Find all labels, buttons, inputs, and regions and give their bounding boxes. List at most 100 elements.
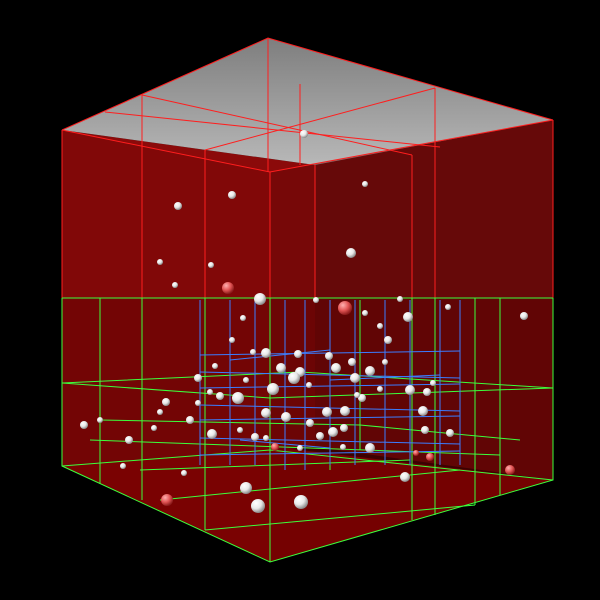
white-sphere — [365, 443, 375, 453]
white-sphere — [261, 408, 271, 418]
white-sphere — [125, 436, 133, 444]
green-grid-edge — [61, 382, 554, 399]
green-grid-edge — [139, 459, 411, 471]
white-sphere — [232, 392, 244, 404]
white-sphere — [237, 427, 243, 433]
blue-octree-grid — [199, 300, 461, 470]
white-sphere — [325, 352, 333, 360]
white-sphere — [423, 388, 431, 396]
blue-grid-edge — [199, 383, 461, 389]
red-sphere — [222, 282, 234, 294]
green-grid-edge — [159, 469, 461, 501]
red-sphere — [271, 443, 279, 451]
blue-grid-edge — [199, 415, 461, 421]
white-sphere — [212, 363, 218, 369]
white-sphere — [382, 359, 388, 365]
blue-grid-edge — [239, 439, 331, 449]
white-sphere — [228, 191, 236, 199]
red-grid-edge — [104, 111, 441, 148]
red-octree-grid — [61, 37, 554, 298]
white-sphere — [157, 409, 163, 415]
white-sphere — [186, 416, 194, 424]
white-sphere — [397, 296, 403, 302]
red-sphere — [505, 465, 515, 475]
white-sphere — [97, 417, 103, 423]
white-sphere — [340, 424, 348, 432]
green-octree-grid — [61, 297, 554, 563]
red-grid-edge — [141, 94, 413, 156]
white-sphere — [377, 323, 383, 329]
white-sphere — [151, 425, 157, 431]
white-sphere — [346, 248, 356, 258]
white-sphere — [251, 433, 259, 441]
white-sphere — [400, 472, 410, 482]
white-sphere — [430, 380, 436, 386]
blue-grid-edge — [229, 349, 331, 361]
white-sphere — [208, 262, 214, 268]
white-sphere — [216, 392, 224, 400]
white-sphere — [405, 385, 415, 395]
white-sphere — [300, 130, 308, 138]
white-sphere — [294, 350, 302, 358]
white-sphere — [207, 389, 213, 395]
lower-tint — [62, 298, 553, 562]
white-sphere — [306, 419, 314, 427]
white-sphere — [276, 363, 286, 373]
white-sphere — [157, 259, 163, 265]
green-grid-edge — [89, 439, 501, 456]
white-sphere — [365, 366, 375, 376]
white-sphere — [418, 406, 428, 416]
white-sphere — [354, 392, 360, 398]
white-sphere — [281, 412, 291, 422]
red-sphere — [161, 494, 173, 506]
white-sphere — [254, 293, 266, 305]
white-sphere — [288, 372, 300, 384]
white-sphere — [520, 312, 528, 320]
white-sphere — [195, 400, 201, 406]
white-sphere — [174, 202, 182, 210]
white-sphere — [445, 304, 451, 310]
white-sphere — [350, 373, 360, 383]
blue-grid-edge — [199, 437, 461, 445]
white-sphere — [120, 463, 126, 469]
white-sphere — [362, 310, 368, 316]
white-sphere — [322, 407, 332, 417]
white-sphere — [251, 499, 265, 513]
white-sphere — [340, 444, 346, 450]
white-sphere — [261, 348, 271, 358]
white-sphere — [240, 482, 252, 494]
white-sphere — [207, 429, 217, 439]
white-sphere — [267, 383, 279, 395]
red-sphere — [426, 453, 434, 461]
red-sphere — [338, 301, 352, 315]
white-sphere — [421, 426, 429, 434]
white-sphere — [384, 336, 392, 344]
white-sphere — [250, 349, 256, 355]
white-sphere — [348, 358, 356, 366]
white-sphere — [162, 398, 170, 406]
particle-spheres — [80, 130, 528, 513]
green-grid-edge — [204, 504, 476, 531]
red-sphere — [413, 450, 419, 456]
white-sphere — [446, 429, 454, 437]
blue-grid-edge — [199, 371, 461, 379]
white-sphere — [362, 181, 368, 187]
white-sphere — [358, 394, 366, 402]
white-sphere — [377, 386, 383, 392]
red-grid-edge — [204, 87, 436, 151]
white-sphere — [243, 377, 249, 383]
white-sphere — [331, 363, 341, 373]
white-sphere — [306, 382, 312, 388]
white-sphere — [240, 315, 246, 321]
white-sphere — [403, 312, 413, 322]
white-sphere — [80, 421, 88, 429]
white-sphere — [172, 282, 178, 288]
white-sphere — [316, 432, 324, 440]
white-sphere — [328, 427, 338, 437]
white-sphere — [294, 495, 308, 509]
blue-grid-edge — [329, 374, 441, 381]
box-faces — [62, 38, 553, 562]
white-sphere — [340, 406, 350, 416]
